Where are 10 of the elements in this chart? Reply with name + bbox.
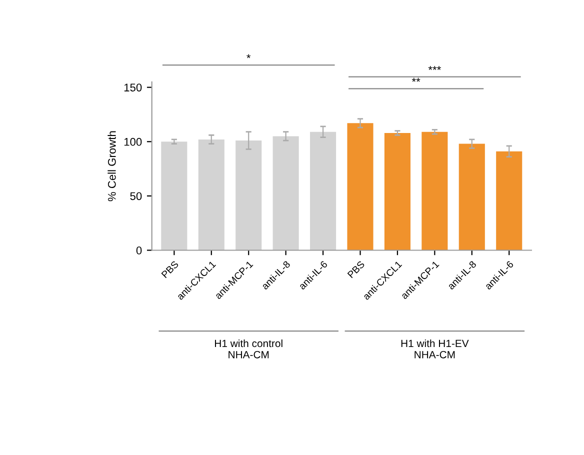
y-axis-title: % Cell Growth <box>108 131 116 202</box>
text: *** <box>428 66 441 70</box>
text: H1 with H1-EV NHA-CM <box>401 339 469 358</box>
text: H1 with control NHA-CM <box>215 339 282 358</box>
y-tick-label: 0 <box>136 246 142 254</box>
y-tick-label: 100 <box>124 138 142 146</box>
text: ** <box>412 78 420 82</box>
y-tick-label: 150 <box>124 84 142 92</box>
y-tick-label: 50 <box>130 192 142 200</box>
text: * <box>246 54 251 58</box>
